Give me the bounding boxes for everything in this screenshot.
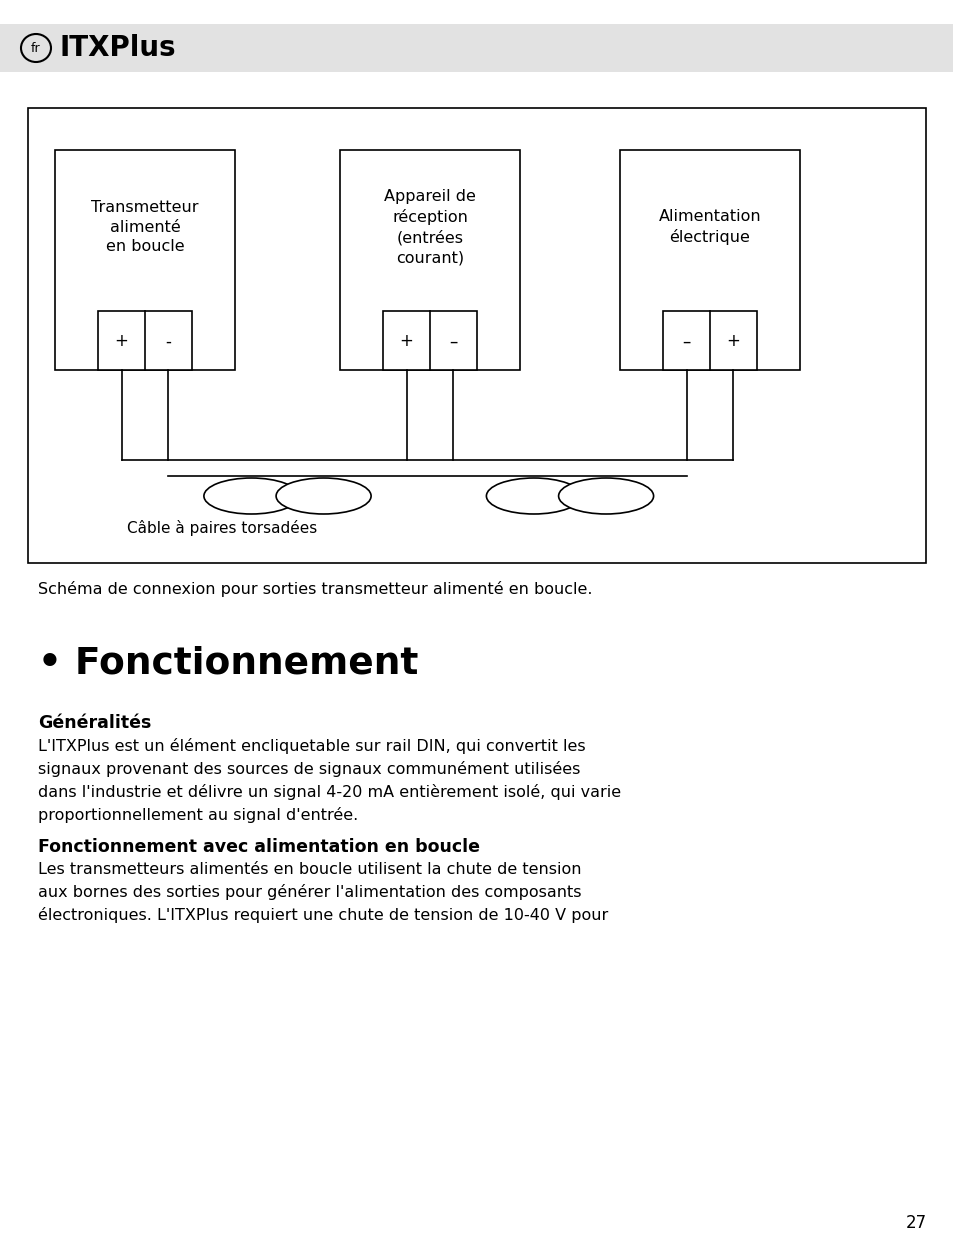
Text: 27: 27 xyxy=(904,1215,925,1232)
Text: –: – xyxy=(681,333,690,350)
Text: –: – xyxy=(449,333,457,350)
Ellipse shape xyxy=(204,479,298,514)
Bar xyxy=(383,310,476,371)
Ellipse shape xyxy=(21,34,51,62)
Text: Généralités: Généralités xyxy=(38,713,152,732)
Text: +: + xyxy=(114,333,129,350)
Text: Alimentation
électrique: Alimentation électrique xyxy=(658,208,760,245)
Ellipse shape xyxy=(275,479,371,514)
Bar xyxy=(28,108,925,563)
Text: • Fonctionnement: • Fonctionnement xyxy=(38,646,418,682)
Text: Appareil de
réception
(entrées
courant): Appareil de réception (entrées courant) xyxy=(384,188,476,265)
Bar xyxy=(55,149,234,371)
Text: -: - xyxy=(165,333,172,350)
Text: Transmetteur
alimenté
en boucle: Transmetteur alimenté en boucle xyxy=(91,200,198,254)
Text: Les transmetteurs alimentés en boucle utilisent la chute de tension
aux bornes d: Les transmetteurs alimentés en boucle ut… xyxy=(38,862,608,923)
Ellipse shape xyxy=(486,479,580,514)
Bar xyxy=(0,24,953,72)
Text: +: + xyxy=(399,333,413,350)
Ellipse shape xyxy=(558,479,653,514)
Text: Schéma de connexion pour sorties transmetteur alimenté en boucle.: Schéma de connexion pour sorties transme… xyxy=(38,582,592,597)
Bar xyxy=(339,149,519,371)
Text: Câble à paires torsadées: Câble à paires torsadées xyxy=(127,520,316,536)
Text: L'ITXPlus est un élément encliquetable sur rail DIN, qui convertit les
signaux p: L'ITXPlus est un élément encliquetable s… xyxy=(38,739,620,824)
Text: ITXPlus: ITXPlus xyxy=(60,34,176,62)
Text: +: + xyxy=(725,333,740,350)
Bar xyxy=(98,310,192,371)
Text: Fonctionnement avec alimentation en boucle: Fonctionnement avec alimentation en bouc… xyxy=(38,838,479,857)
Text: fr: fr xyxy=(31,41,41,54)
Bar xyxy=(619,149,800,371)
Bar xyxy=(662,310,756,371)
